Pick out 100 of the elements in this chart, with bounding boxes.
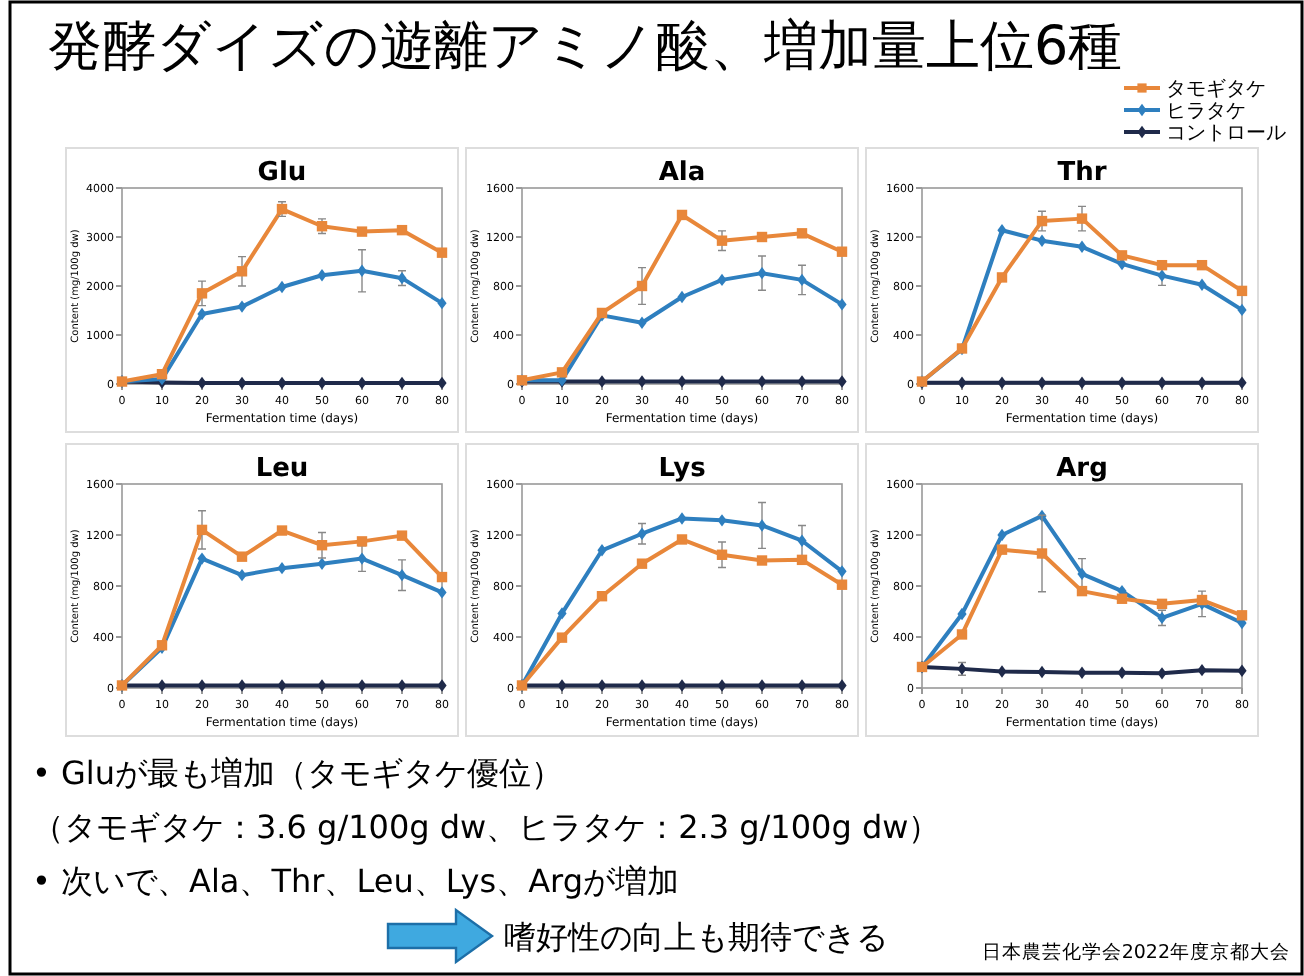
point	[237, 679, 247, 692]
point	[797, 273, 807, 287]
legend-label: コントロール	[1166, 123, 1286, 145]
point	[837, 565, 847, 578]
point	[277, 561, 287, 575]
point	[716, 235, 728, 246]
point	[437, 679, 447, 692]
point	[317, 376, 327, 390]
point	[437, 376, 447, 390]
point	[837, 375, 847, 388]
point	[956, 629, 968, 640]
point	[1197, 278, 1207, 291]
point	[996, 544, 1008, 555]
legend-label: ヒラタケ	[1166, 101, 1246, 123]
chart-title: Lys	[658, 454, 707, 484]
point	[236, 266, 248, 277]
point	[1037, 234, 1047, 247]
point	[356, 536, 368, 547]
text: • 次いで、Ala、Thr、Leu、Lys、Argが増加	[32, 862, 679, 900]
point	[836, 579, 848, 590]
point	[1236, 610, 1248, 621]
point	[436, 247, 448, 258]
point	[676, 209, 688, 221]
point	[1077, 567, 1087, 581]
point	[276, 525, 288, 536]
point	[1156, 598, 1168, 610]
chart-title: Leu	[255, 454, 309, 484]
point	[357, 679, 367, 692]
point	[717, 375, 727, 388]
point	[397, 568, 407, 582]
point	[1156, 259, 1168, 271]
point	[436, 571, 448, 583]
point	[197, 679, 207, 692]
point	[317, 269, 327, 282]
point	[997, 376, 1007, 389]
point	[197, 376, 207, 390]
point	[1036, 215, 1048, 227]
point	[796, 554, 808, 566]
point	[756, 231, 768, 243]
point	[1077, 240, 1087, 253]
point	[397, 376, 407, 390]
point	[717, 679, 727, 692]
point	[757, 375, 767, 388]
point	[196, 288, 208, 299]
text: 発酵ダイズの遊離アミノ酸、増加量上位6種	[48, 16, 1123, 78]
point	[997, 665, 1007, 678]
point	[556, 367, 568, 378]
point	[797, 679, 807, 692]
point	[1157, 376, 1167, 389]
point	[637, 316, 647, 329]
point	[317, 557, 327, 570]
point	[1037, 376, 1047, 389]
text: • Gluが最も増加（タモギタケ優位）	[32, 754, 564, 792]
point	[997, 528, 1007, 542]
chart-title: Thr	[1057, 158, 1108, 188]
point	[597, 544, 607, 557]
point	[836, 246, 848, 257]
chart-title: Ala	[658, 158, 706, 188]
point	[957, 607, 967, 621]
point	[197, 552, 207, 565]
point	[556, 632, 568, 643]
point	[1036, 548, 1048, 559]
point	[1237, 376, 1247, 389]
point	[637, 375, 647, 388]
point	[757, 679, 767, 692]
point	[717, 514, 727, 527]
point	[277, 280, 287, 294]
point	[677, 290, 687, 304]
point	[197, 307, 207, 321]
point	[437, 296, 447, 310]
legend-label: タモギタケ	[1166, 77, 1266, 101]
point	[396, 224, 408, 236]
point	[757, 266, 767, 280]
point	[1077, 666, 1087, 679]
point	[1196, 259, 1208, 271]
point	[597, 375, 607, 388]
point	[196, 524, 208, 536]
point	[557, 607, 567, 620]
point	[837, 298, 847, 311]
text: （タモギタケ：3.6 g/100g dw、ヒラタケ：2.3 g/100g dw）	[32, 808, 941, 846]
point	[797, 534, 807, 547]
point	[156, 369, 168, 380]
point	[676, 534, 688, 545]
point	[597, 679, 607, 692]
point	[357, 376, 367, 390]
point	[1116, 593, 1128, 604]
point	[1237, 664, 1247, 677]
point	[437, 586, 447, 599]
point	[797, 375, 807, 388]
point	[677, 375, 687, 388]
point	[1076, 585, 1088, 597]
point	[1076, 213, 1088, 224]
point	[677, 512, 687, 525]
point	[716, 549, 728, 560]
point	[237, 376, 247, 390]
point	[1117, 666, 1127, 679]
point	[636, 280, 648, 292]
point	[1116, 250, 1128, 261]
point	[237, 300, 247, 313]
point	[796, 228, 808, 239]
